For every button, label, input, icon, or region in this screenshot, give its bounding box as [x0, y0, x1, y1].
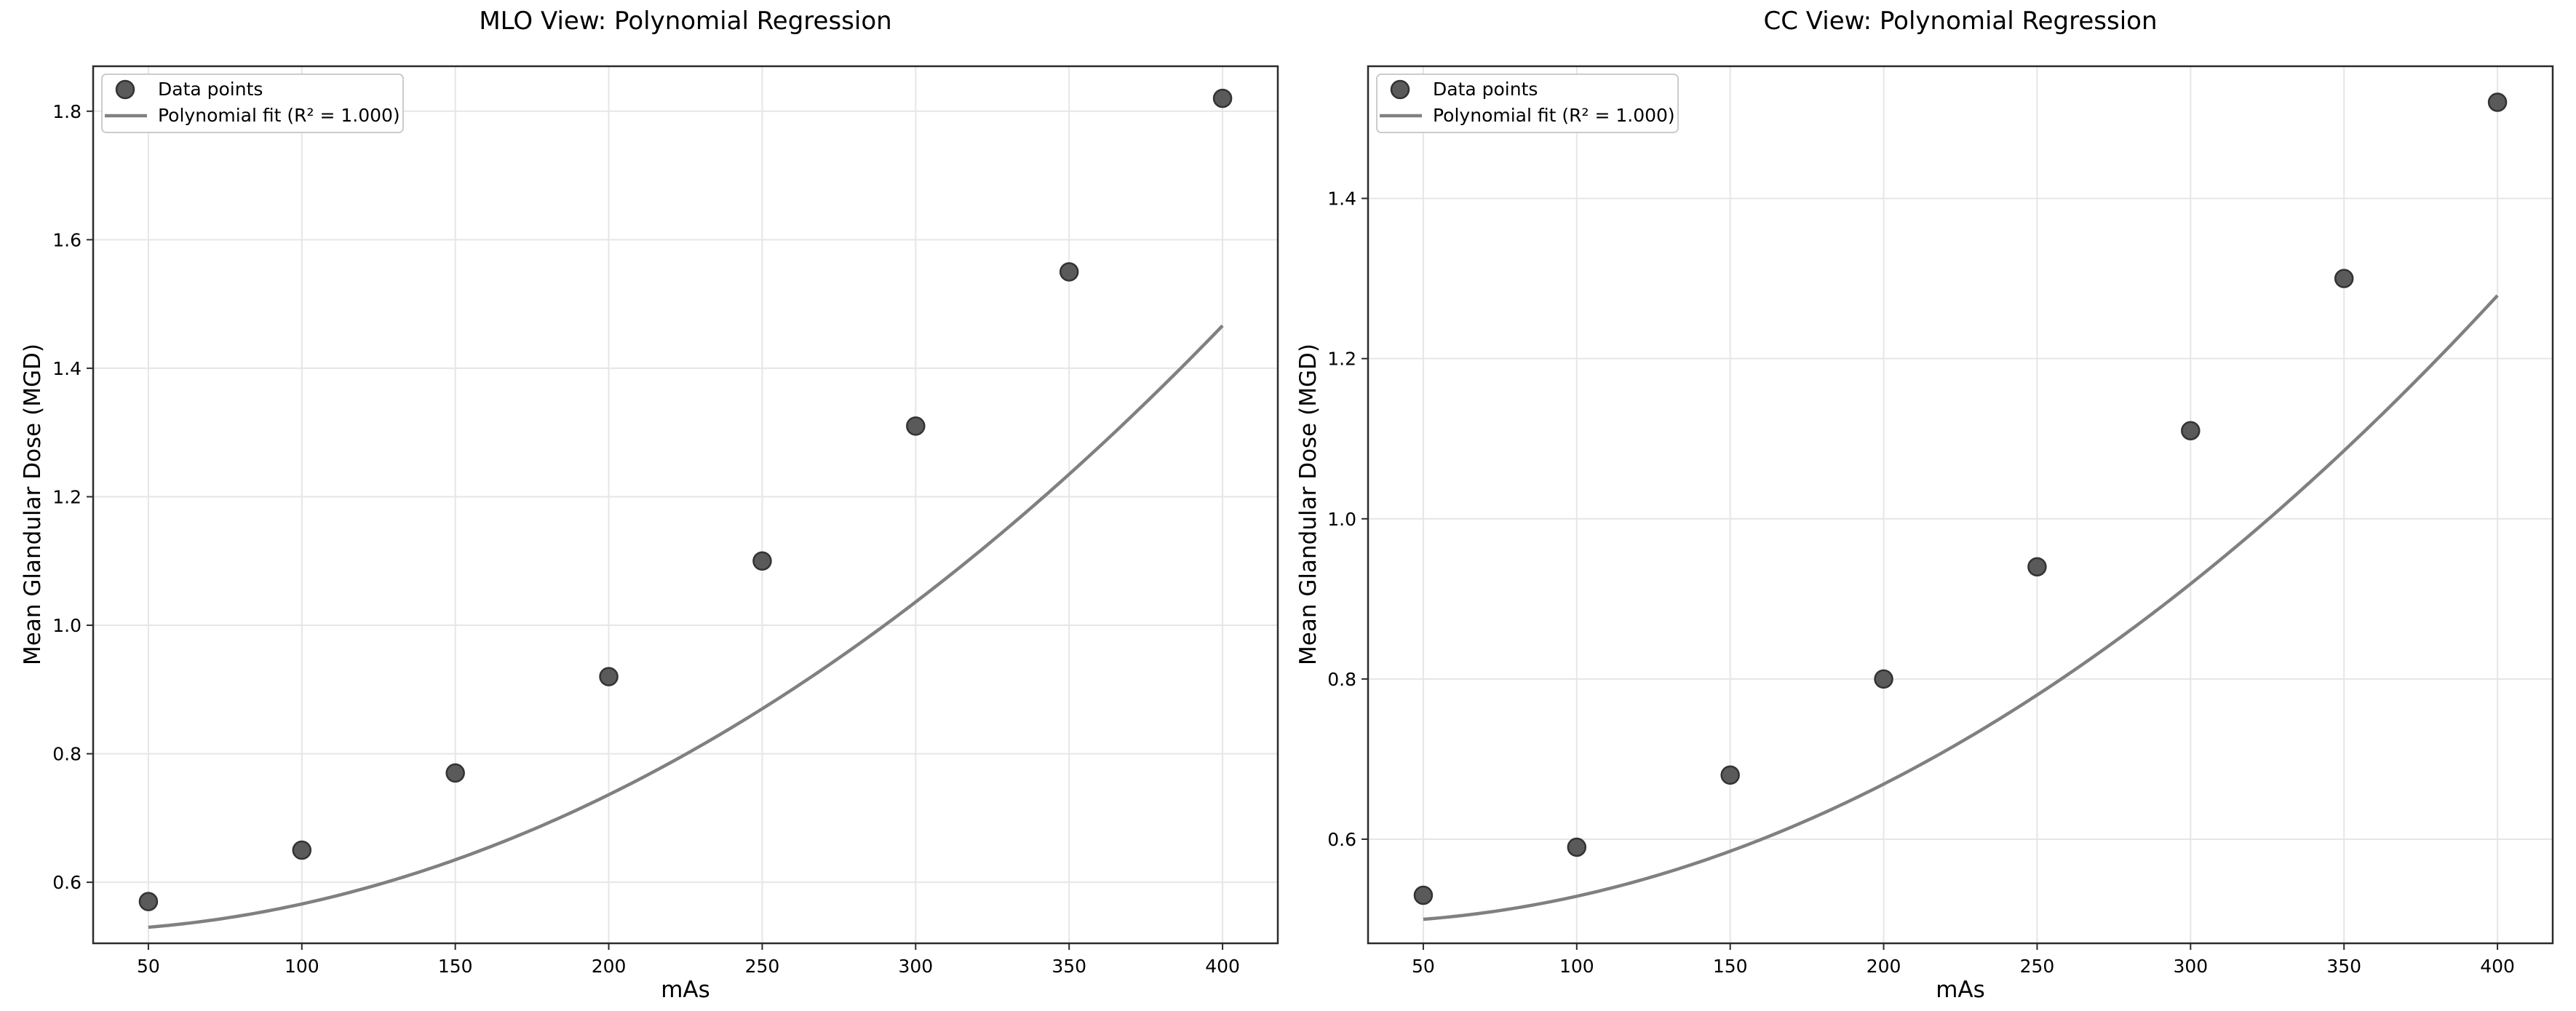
mlo-x-tick-label: 350 — [1052, 956, 1086, 977]
cc-legend-box — [1376, 74, 1679, 133]
cc-data-point — [1874, 669, 1893, 689]
cc-x-axis-label: mAs — [1936, 977, 1985, 1003]
mlo-data-point — [752, 551, 772, 571]
mlo-data-point — [1212, 88, 1233, 108]
cc-legend-label-fit: Polynomial fit (R² = 1.000) — [1433, 105, 1675, 126]
mlo-x-axis-label: mAs — [661, 977, 710, 1003]
mlo-x-tick-label: 50 — [137, 956, 160, 977]
cc-x-tick-label: 50 — [1412, 956, 1435, 977]
cc-data-point — [1720, 765, 1740, 785]
mlo-y-tick-label: 1.4 — [52, 358, 82, 379]
cc-x-tick-label: 150 — [1713, 956, 1748, 977]
cc-data-point — [1567, 837, 1587, 857]
cc-plot-frame — [1367, 65, 2554, 945]
mlo-x-ticks: 50 100 150 200 250 300 350 400 — [137, 943, 1240, 977]
cc-y-tick-label: 1.2 — [1327, 349, 1356, 370]
mlo-data-point — [292, 840, 312, 860]
cc-legend: Data points Polynomial fit (R² = 1.000) — [1376, 74, 1679, 133]
cc-x-tick-label: 400 — [2480, 956, 2515, 977]
cc-x-tick-label: 100 — [1559, 956, 1594, 977]
mlo-plot-frame — [92, 65, 1279, 945]
cc-y-tick-label: 0.6 — [1327, 829, 1356, 850]
mlo-legend-label-points: Data points — [158, 79, 263, 100]
cc-fit-line — [1423, 294, 2499, 921]
cc-data-point — [2334, 269, 2354, 288]
cc-y-tick-label: 0.8 — [1327, 669, 1356, 690]
cc-x-tick-label: 350 — [2326, 956, 2361, 977]
mlo-x-tick-label: 200 — [592, 956, 627, 977]
cc-chart: CC View: Polynomial Regression 50 100 150 2… — [1295, 7, 2554, 1003]
cc-data-point — [2181, 421, 2201, 440]
cc-data-point — [2027, 557, 2047, 577]
mlo-x-tick-label: 100 — [285, 956, 319, 977]
cc-fit-layer — [1423, 294, 2499, 921]
mlo-fit-layer — [148, 324, 1224, 929]
cc-x-tick-label: 300 — [2173, 956, 2208, 977]
mlo-y-tick-label: 1.8 — [52, 101, 82, 122]
cc-x-tick-label: 250 — [2020, 956, 2055, 977]
cc-y-tick-label: 1.4 — [1327, 189, 1356, 210]
cc-grid — [1368, 66, 2553, 943]
mlo-y-tick-label: 1.0 — [52, 615, 82, 636]
cc-y-axis-label: Mean Glandular Dose (MGD) — [1295, 344, 1321, 665]
mlo-chart-title: MLO View: Polynomial Regression — [479, 7, 891, 36]
mlo-legend: Data points Polynomial fit (R² = 1.000) — [101, 74, 404, 133]
cc-y-ticks: 0.6 0.8 1.0 1.2 1.4 — [1327, 189, 1368, 850]
mlo-data-point — [445, 763, 465, 783]
mlo-x-tick-label: 150 — [438, 956, 473, 977]
cc-x-ticks: 50 100 150 200 250 300 350 400 — [1412, 943, 2515, 977]
mlo-data-point — [599, 667, 619, 686]
mlo-y-tick-label: 1.6 — [52, 229, 82, 250]
cc-legend-label-points: Data points — [1433, 79, 1538, 100]
mlo-y-ticks: 0.6 0.8 1.0 1.2 1.4 1.6 1.8 — [52, 101, 93, 893]
mlo-x-tick-label: 250 — [745, 956, 780, 977]
mlo-data-point — [1059, 262, 1079, 282]
mlo-grid — [93, 66, 1278, 943]
mlo-x-tick-label: 400 — [1205, 956, 1240, 977]
mlo-y-tick-label: 0.6 — [52, 872, 82, 893]
cc-y-tick-label: 1.0 — [1327, 509, 1356, 530]
cc-data-point — [1413, 885, 1434, 905]
mlo-fit-line — [148, 324, 1224, 929]
mlo-y-tick-label: 1.2 — [52, 486, 82, 507]
cc-data-point — [2487, 92, 2508, 112]
cc-legend-marker-points — [1390, 79, 1410, 100]
cc-chart-title: CC View: Polynomial Regression — [1763, 7, 2157, 36]
mlo-y-axis-label: Mean Glandular Dose (MGD) — [20, 344, 46, 665]
mlo-legend-box — [101, 74, 404, 133]
mlo-x-tick-label: 300 — [898, 956, 933, 977]
mlo-legend-marker-points — [115, 79, 135, 100]
mlo-points-layer — [138, 88, 1233, 911]
mlo-chart: MLO View: Polynomial Regression 50 100 150… — [20, 7, 1279, 1003]
mlo-data-point — [906, 416, 926, 436]
mlo-y-tick-label: 0.8 — [52, 744, 82, 765]
cc-x-tick-label: 200 — [1867, 956, 1901, 977]
mlo-data-point — [138, 892, 159, 911]
cc-points-layer — [1413, 92, 2508, 905]
mlo-legend-label-fit: Polynomial fit (R² = 1.000) — [158, 105, 400, 126]
